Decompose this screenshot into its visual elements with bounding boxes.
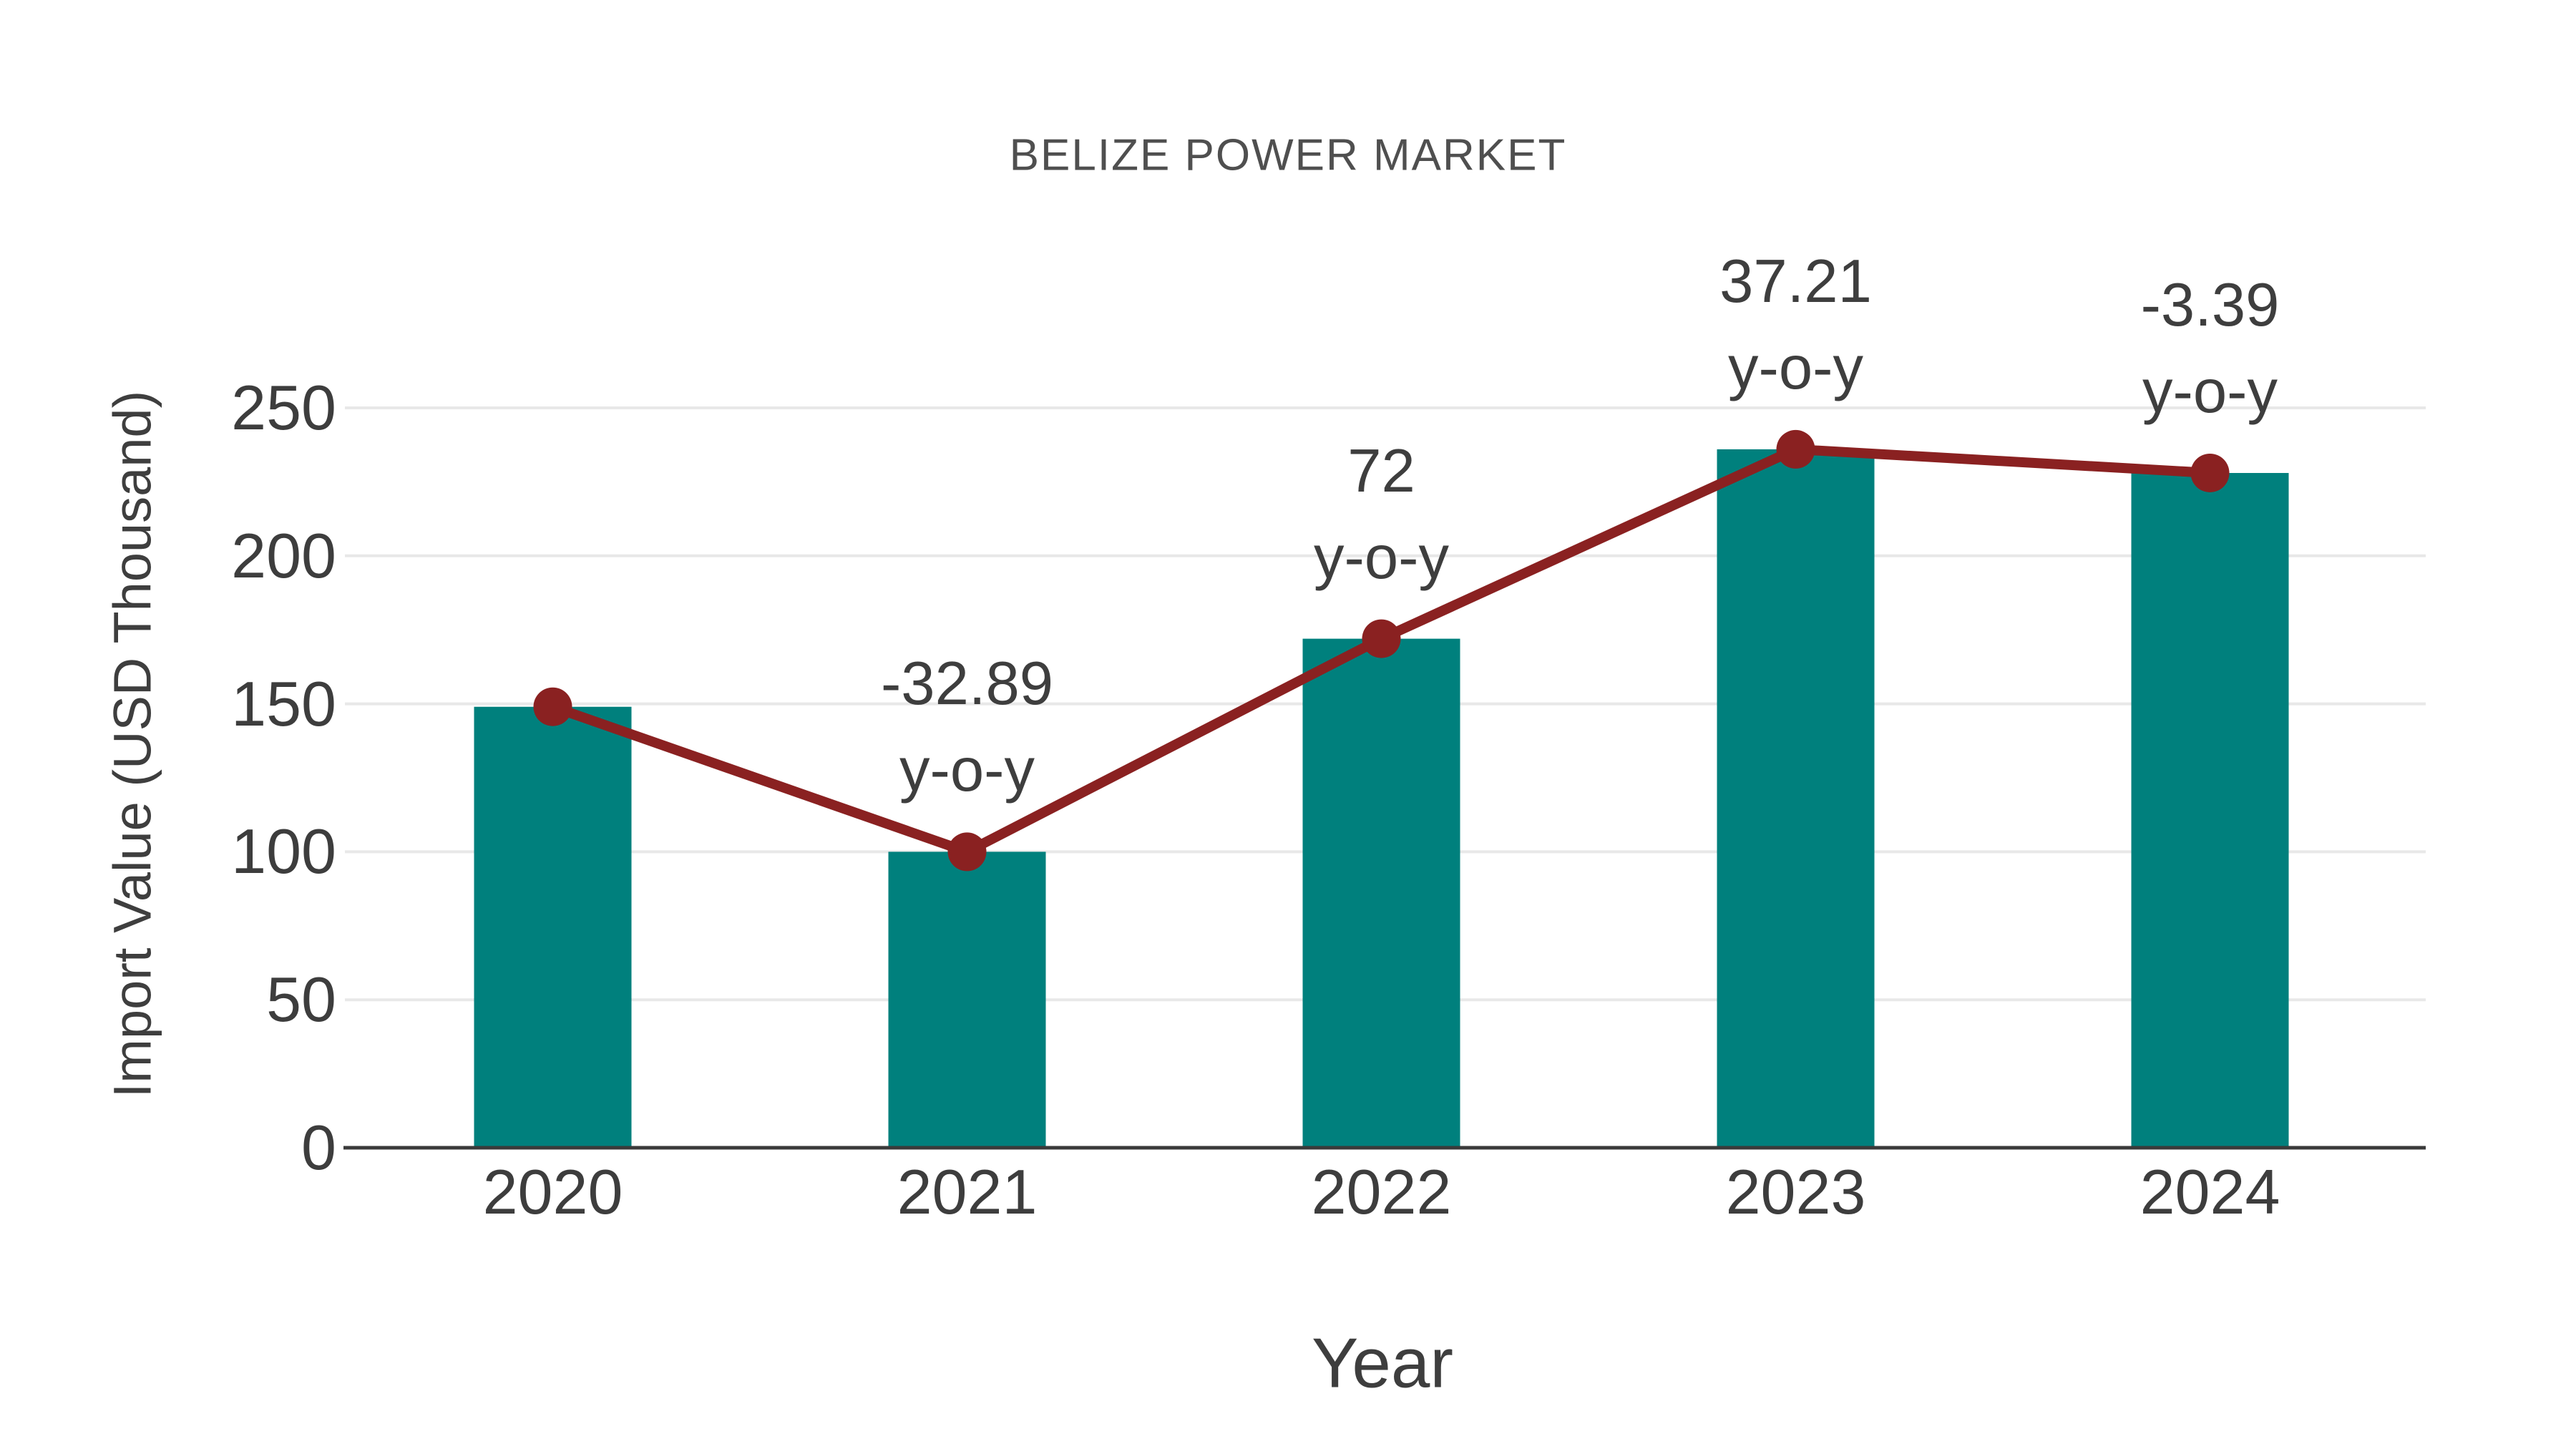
annotation-value-2022: 72	[1347, 436, 1415, 505]
y-tick-150: 150	[231, 668, 336, 739]
x-tick-2023: 2023	[1725, 1156, 1866, 1227]
chart-title: BELIZE POWER MARKET	[1009, 130, 1567, 180]
annotation-yoy-2021: y-o-y	[899, 736, 1035, 805]
marker-2024	[2190, 453, 2230, 492]
marker-2023	[1776, 429, 1815, 469]
annotation-value-2024: -3.39	[2140, 270, 2280, 339]
y-tick-0: 0	[301, 1112, 336, 1183]
y-tick-100: 100	[231, 816, 336, 887]
y-tick-250: 250	[231, 372, 336, 443]
bar-2021	[888, 852, 1046, 1148]
annotation-yoy-2024: y-o-y	[2142, 357, 2278, 426]
annotation-yoy-2022: y-o-y	[1314, 523, 1449, 592]
y-tick-50: 50	[266, 964, 336, 1035]
annotation-value-2021: -32.89	[880, 650, 1054, 718]
bar-2020	[474, 706, 632, 1148]
marker-2020	[533, 687, 572, 726]
marker-2021	[947, 832, 987, 872]
marker-2022	[1362, 619, 1401, 658]
annotation-value-2023: 37.21	[1719, 247, 1872, 316]
x-tick-2024: 2024	[2140, 1156, 2280, 1227]
annotation-yoy-2023: y-o-y	[1728, 333, 1863, 402]
x-tick-2022: 2022	[1311, 1156, 1452, 1227]
y-tick-200: 200	[231, 519, 336, 591]
x-axis-label: Year	[1311, 1323, 1454, 1402]
y-axis-label: Import Value (USD Thousand)	[102, 390, 162, 1098]
x-tick-2021: 2021	[897, 1156, 1038, 1227]
x-tick-2020: 2020	[482, 1156, 623, 1227]
bar-2024	[2131, 472, 2289, 1148]
bar-2023	[1717, 449, 1875, 1148]
bar-2022	[1302, 638, 1460, 1148]
